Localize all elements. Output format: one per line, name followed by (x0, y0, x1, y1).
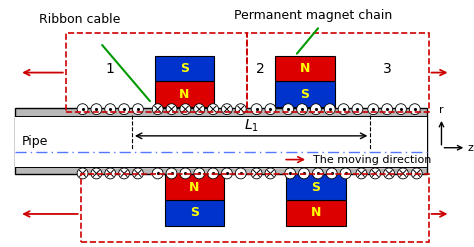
Bar (164, 200, 224, 226)
Circle shape (326, 168, 337, 179)
Circle shape (310, 104, 321, 115)
Circle shape (324, 104, 335, 115)
Circle shape (152, 104, 163, 115)
Text: Permanent magnet chain: Permanent magnet chain (234, 9, 392, 22)
Circle shape (166, 168, 177, 179)
Circle shape (235, 168, 246, 179)
Bar (15, 108, 427, 174)
Text: N: N (311, 206, 321, 220)
Text: N: N (189, 181, 200, 194)
Circle shape (382, 104, 392, 115)
Text: 1: 1 (106, 62, 115, 76)
Circle shape (77, 104, 88, 115)
Text: Pipe: Pipe (21, 135, 47, 148)
Text: 3: 3 (383, 62, 392, 76)
Text: r: r (439, 105, 444, 115)
Circle shape (299, 168, 310, 179)
Bar (66, 33, 246, 112)
Text: z: z (467, 143, 473, 153)
Text: S: S (311, 181, 320, 194)
Bar (286, 174, 346, 200)
Text: N: N (300, 62, 310, 75)
Circle shape (410, 104, 420, 115)
Bar (155, 56, 214, 82)
Bar (81, 174, 428, 242)
Circle shape (285, 168, 296, 179)
Circle shape (338, 104, 349, 115)
Circle shape (91, 104, 102, 115)
Circle shape (208, 104, 219, 115)
Text: S: S (301, 88, 310, 101)
Circle shape (152, 168, 163, 179)
Text: Ribbon cable: Ribbon cable (39, 13, 120, 26)
Circle shape (283, 104, 294, 115)
Circle shape (221, 104, 232, 115)
Circle shape (395, 104, 406, 115)
Circle shape (352, 104, 363, 115)
Circle shape (356, 168, 367, 179)
Bar (246, 33, 428, 112)
Circle shape (118, 104, 129, 115)
Circle shape (166, 104, 177, 115)
Circle shape (312, 168, 323, 179)
Circle shape (194, 168, 205, 179)
Bar (275, 82, 335, 107)
Circle shape (105, 104, 116, 115)
Circle shape (77, 168, 88, 179)
Circle shape (297, 104, 308, 115)
Text: N: N (179, 88, 190, 101)
Bar (164, 174, 224, 200)
Circle shape (133, 104, 143, 115)
Circle shape (370, 168, 381, 179)
Bar (286, 200, 346, 226)
Circle shape (251, 168, 262, 179)
Bar (155, 82, 214, 107)
Circle shape (194, 104, 205, 115)
Circle shape (180, 104, 191, 115)
Circle shape (105, 168, 116, 179)
Text: S: S (190, 206, 199, 220)
Bar (15, 116, 427, 167)
Circle shape (265, 168, 276, 179)
Circle shape (251, 104, 262, 115)
Text: 2: 2 (256, 62, 265, 76)
Circle shape (265, 104, 276, 115)
Text: $\it{L}_1$: $\it{L}_1$ (244, 118, 259, 134)
Circle shape (221, 168, 232, 179)
Bar (275, 56, 335, 82)
Circle shape (368, 104, 379, 115)
Text: The moving direction: The moving direction (313, 155, 431, 165)
Circle shape (208, 168, 219, 179)
Circle shape (340, 168, 351, 179)
Text: S: S (180, 62, 189, 75)
Circle shape (398, 168, 408, 179)
Circle shape (411, 168, 422, 179)
Circle shape (118, 168, 129, 179)
Circle shape (235, 104, 246, 115)
Circle shape (91, 168, 102, 179)
Circle shape (383, 168, 394, 179)
Circle shape (133, 168, 143, 179)
Circle shape (180, 168, 191, 179)
